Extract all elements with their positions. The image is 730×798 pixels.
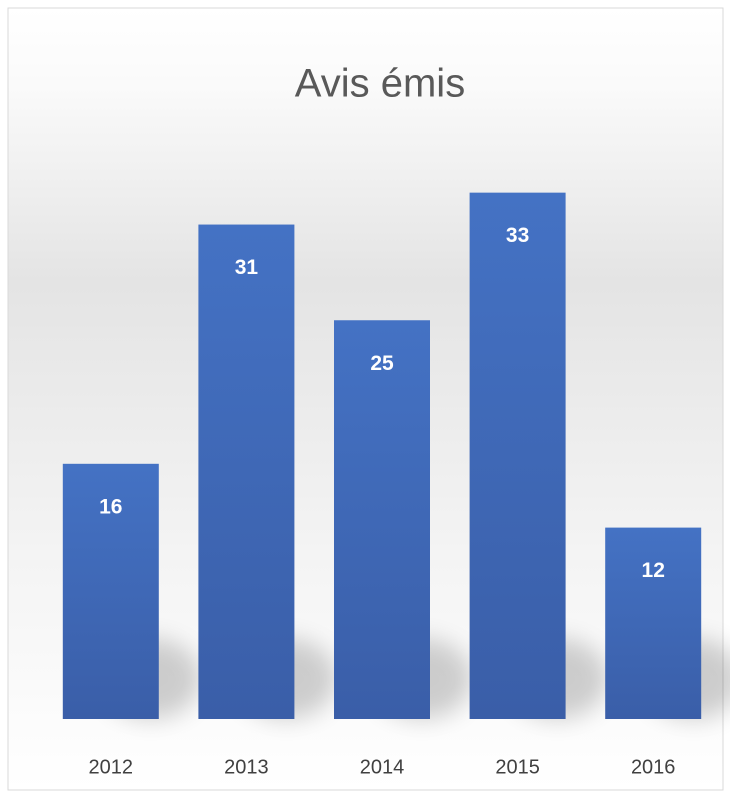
bar bbox=[469, 192, 566, 719]
x-tick-label: 2014 bbox=[360, 756, 405, 778]
data-label: 16 bbox=[99, 495, 122, 518]
x-tick-label: 2016 bbox=[631, 756, 676, 778]
data-label: 33 bbox=[506, 224, 529, 247]
chart-title: Avis émis bbox=[295, 62, 465, 106]
x-tick-label: 2015 bbox=[495, 756, 540, 778]
data-label: 31 bbox=[235, 256, 259, 279]
data-label: 25 bbox=[370, 352, 394, 375]
bar bbox=[334, 320, 430, 719]
x-tick-label: 2012 bbox=[89, 756, 134, 778]
bar bbox=[62, 463, 159, 719]
bar bbox=[198, 224, 295, 720]
bar bbox=[605, 527, 702, 719]
data-label: 12 bbox=[642, 559, 665, 582]
x-tick-label: 2013 bbox=[224, 756, 269, 778]
